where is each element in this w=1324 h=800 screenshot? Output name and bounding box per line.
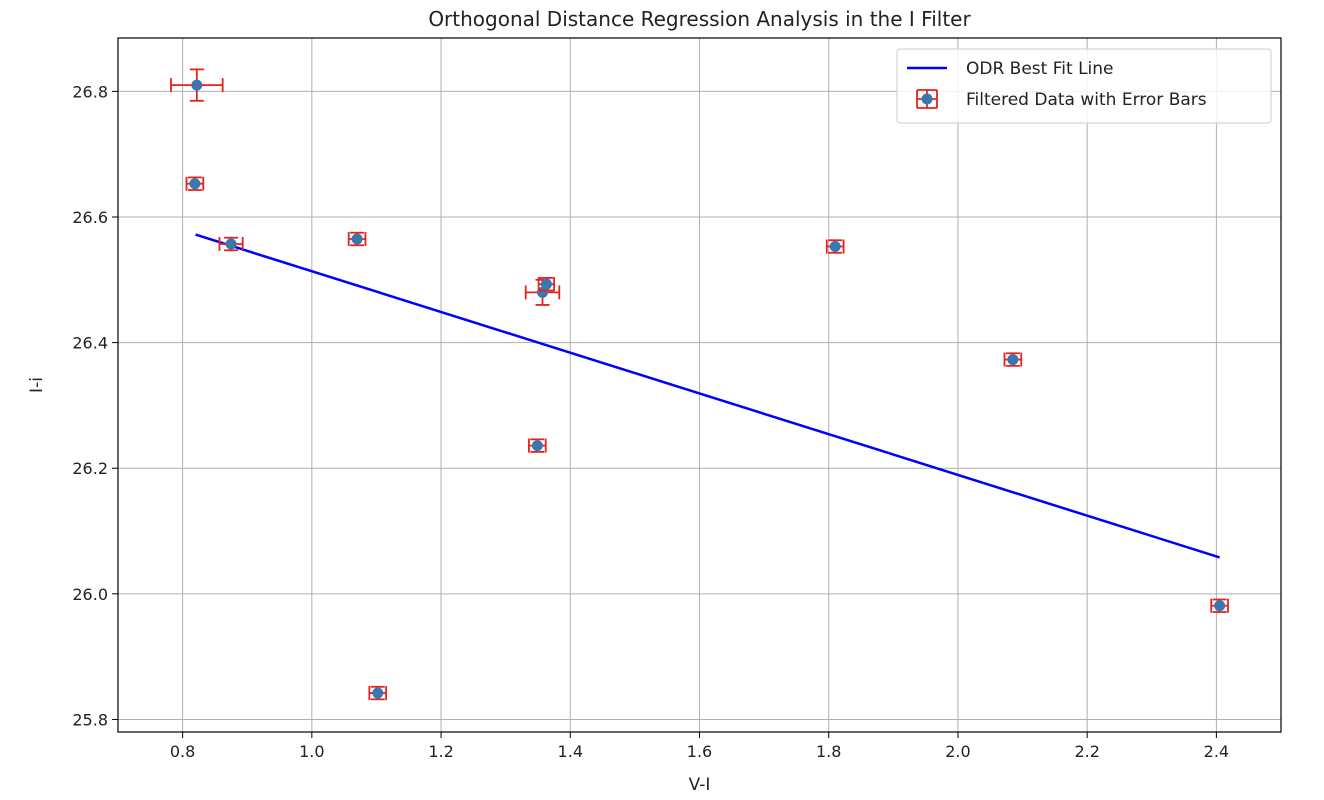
data-point <box>368 685 388 701</box>
legend-label-data: Filtered Data with Error Bars <box>966 90 1207 110</box>
data-point <box>218 236 244 252</box>
x-tick-label: 1.4 <box>558 742 583 761</box>
x-tick-label: 2.4 <box>1204 742 1229 761</box>
data-point-marker <box>1007 354 1019 366</box>
fit-line-layer <box>195 233 1220 559</box>
data-point-marker <box>1214 600 1226 612</box>
x-tick-label: 2.0 <box>945 742 970 761</box>
x-tick-label: 1.2 <box>428 742 453 761</box>
data-points-layer <box>170 68 1229 701</box>
data-point-marker <box>372 687 384 699</box>
x-tick-label: 1.6 <box>687 742 712 761</box>
plot-area-frame <box>117 37 1282 733</box>
y-tick-label: 26.2 <box>72 459 108 478</box>
data-point-marker <box>189 178 201 190</box>
axis-ticks: 0.8 1.0 1.2 1.4 1.6 1.8 2.0 2.2 2.4 25.8 26.0 26.2 2… <box>72 82 1229 761</box>
y-tick-label: 25.8 <box>72 710 108 729</box>
data-point <box>1210 598 1229 613</box>
legend-errorbar-swatch <box>916 89 938 109</box>
data-point <box>537 277 556 292</box>
data-point-marker <box>540 278 552 290</box>
data-point-marker <box>351 233 363 245</box>
x-tick-label: 0.8 <box>170 742 195 761</box>
data-point-marker <box>829 241 841 253</box>
data-point <box>185 176 205 191</box>
x-axis-label: V-I <box>689 775 711 795</box>
x-tick-label: 2.2 <box>1074 742 1099 761</box>
data-point <box>825 239 845 254</box>
data-point-marker <box>225 238 237 250</box>
y-tick-label: 26.0 <box>72 585 108 604</box>
legend-marker <box>921 93 933 105</box>
x-tick-label: 1.0 <box>299 742 324 761</box>
data-point <box>1003 352 1023 367</box>
x-tick-label: 1.8 <box>816 742 841 761</box>
y-tick-label: 26.4 <box>72 334 108 353</box>
data-point <box>170 68 224 102</box>
data-point <box>347 231 367 247</box>
odr-fit-line <box>195 233 1220 559</box>
legend-label-fit-line: ODR Best Fit Line <box>966 59 1114 79</box>
grid-lines <box>118 38 1281 732</box>
legend: ODR Best Fit Line Filtered Data with Err… <box>896 48 1272 124</box>
chart-title: Orthogonal Distance Regression Analysis … <box>428 7 971 31</box>
data-point-marker <box>191 79 203 91</box>
data-point-marker <box>531 440 543 452</box>
y-axis-label: I-i <box>27 377 47 393</box>
y-tick-label: 26.6 <box>72 208 108 227</box>
legend-box <box>896 48 1272 124</box>
y-tick-label: 26.8 <box>72 82 108 101</box>
data-point <box>528 438 547 453</box>
